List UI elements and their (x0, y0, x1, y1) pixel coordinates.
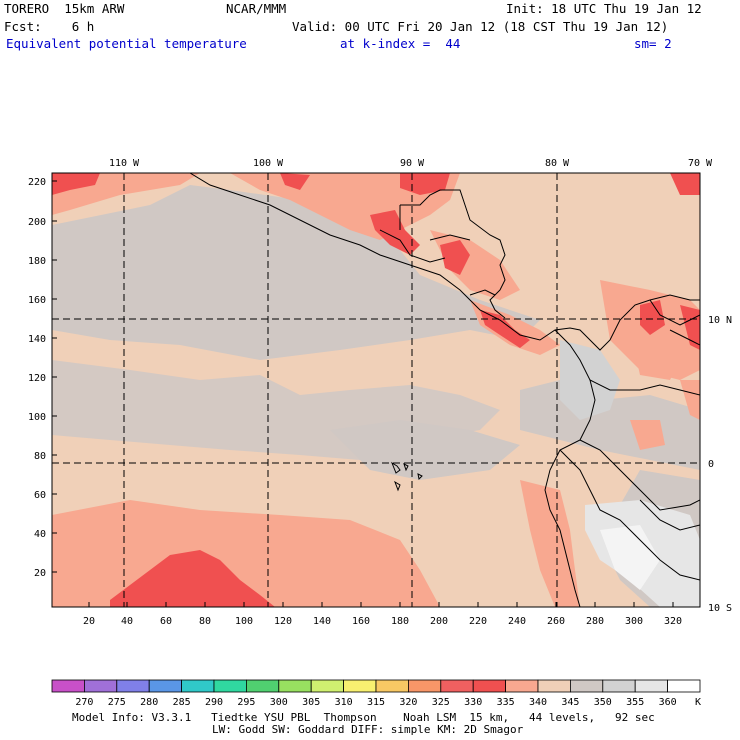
colorbar-label: 315 (367, 697, 385, 708)
bottom-axis-label: 200 (430, 616, 448, 627)
colorbar-unit: K (695, 697, 701, 708)
colorbar-swatch (310, 679, 345, 693)
bottom-axis-label: 60 (160, 616, 172, 627)
bottom-axis-label: 140 (313, 616, 331, 627)
bottom-axis-label: 220 (469, 616, 487, 627)
init-time: Init: 18 UTC Thu 19 Jan 12 (506, 1, 702, 16)
smoothing-label: sm= 2 (634, 36, 672, 51)
left-axis-label: 200 (28, 217, 46, 228)
bottom-axis-label: 180 (391, 616, 409, 627)
latitude-label: 10 N (708, 315, 732, 326)
bottom-axis-label: 100 (235, 616, 253, 627)
colorbar-label: 350 (594, 697, 612, 708)
colorbar-swatch (537, 679, 571, 693)
longitude-label: 80 W (545, 158, 570, 169)
colorbar-swatch (570, 679, 604, 693)
colorbar-swatch (472, 679, 507, 693)
colorbar-swatch (51, 679, 85, 693)
colorbar-swatch (181, 679, 215, 693)
left-axis-label: 40 (34, 529, 46, 540)
left-axis-label: 180 (28, 256, 46, 267)
latitude-label: 10 S (708, 603, 732, 614)
colorbar: 270 275 280 285 290 295 300 305 310 315 320 325 330 3… (51, 679, 701, 708)
bottom-axis-ticks (88, 602, 674, 607)
colorbar-label: 345 (561, 697, 579, 708)
left-axis-label: 220 (28, 177, 46, 188)
colorbar-label: 280 (140, 697, 158, 708)
theta-e-field (52, 173, 700, 607)
colorbar-label: 305 (302, 697, 320, 708)
colorbar-label: 340 (529, 697, 547, 708)
colorbar-swatch (278, 679, 312, 693)
colorbar-label: 335 (497, 697, 515, 708)
left-axis-ticks (52, 180, 57, 573)
forecast-hour: Fcst: 6 h (4, 19, 95, 34)
left-axis-label: 120 (28, 373, 46, 384)
colorbar-label: 355 (626, 697, 644, 708)
left-axis-label: 80 (34, 451, 46, 462)
colorbar-swatch (407, 679, 442, 693)
bottom-axis-label: 260 (547, 616, 565, 627)
left-axis-label: 20 (34, 568, 46, 579)
colorbar-swatch (375, 679, 409, 693)
bottom-axis-label: 160 (352, 616, 370, 627)
colorbar-label: 330 (464, 697, 482, 708)
field-name: Equivalent potential temperature (6, 36, 247, 51)
colorbar-label: 325 (432, 697, 450, 708)
longitude-label: 70 W (688, 158, 713, 169)
longitude-label: 100 W (253, 158, 284, 169)
graticule (52, 173, 700, 607)
colorbar-swatch (245, 679, 280, 693)
left-axis-label: 60 (34, 490, 46, 501)
colorbar-swatch (440, 679, 474, 693)
colorbar-label: 275 (108, 697, 126, 708)
colorbar-label: 360 (659, 697, 677, 708)
model-name: TORERO 15km ARW (4, 1, 125, 16)
bottom-axis-label: 20 (83, 616, 95, 627)
colorbar-swatch (343, 679, 377, 693)
colorbar-label: 295 (237, 697, 255, 708)
colorbar-swatch (634, 679, 669, 693)
colorbar-label: 310 (335, 697, 353, 708)
coastlines (189, 173, 700, 607)
bottom-axis-label: 300 (625, 616, 643, 627)
colorbar-swatch (602, 679, 636, 693)
colorbar-swatch (213, 679, 247, 693)
bottom-axis-label: 40 (121, 616, 133, 627)
model-info-line: Model Info: V3.3.1 Tiedtke YSU PBL Thomp… (72, 711, 655, 724)
colorbar-label: 290 (205, 697, 223, 708)
latitude-label: 0 (708, 459, 714, 470)
organization: NCAR/MMM (226, 1, 287, 16)
plot-frame (51, 172, 701, 608)
colorbar-swatch (505, 679, 539, 693)
bottom-axis-label: 280 (586, 616, 604, 627)
left-axis-label: 100 (28, 412, 46, 423)
colorbar-label: 270 (75, 697, 93, 708)
longitude-label: 90 W (400, 158, 425, 169)
left-axis-label: 140 (28, 334, 46, 345)
colorbar-label: 320 (399, 697, 417, 708)
bottom-axis-label: 80 (199, 616, 211, 627)
colorbar-swatch (116, 679, 150, 693)
colorbar-label: 300 (270, 697, 288, 708)
valid-time: Valid: 00 UTC Fri 20 Jan 12 (18 CST Thu … (292, 19, 669, 34)
colorbar-swatch (667, 679, 701, 693)
longitude-label: 110 W (109, 158, 140, 169)
colorbar-swatch (148, 679, 182, 693)
bottom-axis-label: 120 (274, 616, 292, 627)
physics-info-line: LW: Godd SW: Goddard DIFF: simple KM: 2D… (212, 723, 524, 736)
colorbar-label: 285 (173, 697, 191, 708)
level-label: at k-index = 44 (340, 36, 461, 51)
colorbar-swatch (84, 679, 118, 693)
bottom-axis-label: 320 (664, 616, 682, 627)
bottom-axis-label: 240 (508, 616, 526, 627)
left-axis-label: 160 (28, 295, 46, 306)
